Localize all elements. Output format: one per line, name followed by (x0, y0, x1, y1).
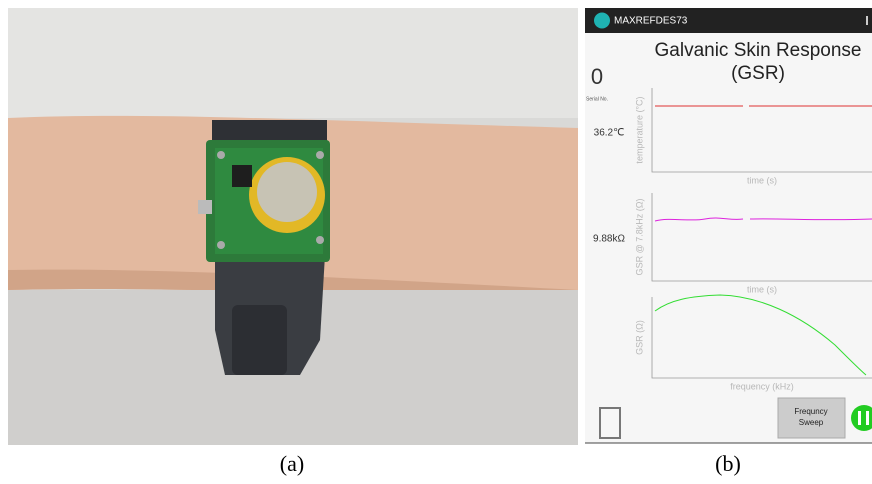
panel-label: (b) (715, 451, 741, 476)
panel-label: (a) (280, 451, 304, 476)
serial-value: 0 (591, 64, 603, 89)
x-axis-label: frequency (kHz) (730, 381, 794, 391)
serial-label: Serial No. (586, 96, 608, 102)
button-label: Sweep (799, 418, 824, 427)
button-label: Frequncy (794, 407, 827, 416)
x-axis-label: time (s) (747, 284, 777, 294)
y-axis-label: temperature (°C) (634, 96, 644, 163)
figure: (a) MAXREFDES73 Galvanic Skin Response (… (0, 0, 872, 479)
app-title: Galvanic Skin Response (655, 40, 862, 61)
y-axis-label: GSR @ 7.8kHz (Ω) (634, 199, 644, 276)
x-axis-label: time (s) (747, 175, 777, 185)
temperature-reading: 36.2℃ (594, 128, 625, 139)
gsr-reading: 9.88kΩ (593, 234, 625, 245)
app-name: MAXREFDES73 (614, 16, 688, 27)
y-axis-label: GSR (Ω) (634, 320, 644, 355)
photo (8, 8, 578, 445)
page: {"panels": {"a": {"label": "(a)"}, "b": … (0, 0, 872, 479)
app-title: (GSR) (731, 63, 785, 84)
